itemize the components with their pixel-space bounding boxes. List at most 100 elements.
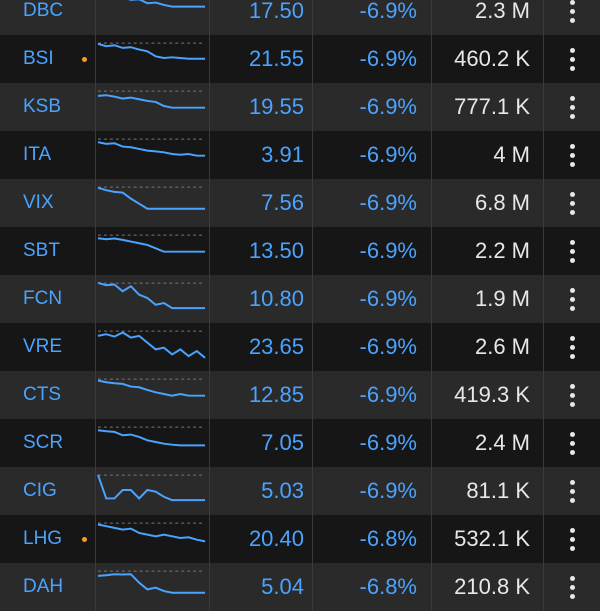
stock-symbol[interactable]: SBT bbox=[0, 227, 96, 275]
row-menu-button[interactable] bbox=[544, 419, 600, 467]
change-percent: -6.9% bbox=[313, 323, 432, 371]
row-menu-button[interactable] bbox=[544, 131, 600, 179]
volume-value: 1.9 M bbox=[432, 275, 544, 323]
sparkline-chart bbox=[96, 275, 210, 323]
change-percent: -6.9% bbox=[313, 131, 432, 179]
stock-symbol[interactable]: CTS bbox=[0, 371, 96, 419]
stock-row[interactable]: CIG 5.03 -6.9% 81.1 K bbox=[0, 467, 600, 515]
row-menu-button[interactable] bbox=[544, 275, 600, 323]
stock-symbol-text: LHG bbox=[23, 528, 63, 549]
stock-symbol-text: DBC bbox=[23, 0, 64, 21]
stock-row[interactable]: DAH 5.04 -6.8% 210.8 K bbox=[0, 563, 600, 611]
stock-symbol[interactable]: DAH bbox=[0, 563, 96, 611]
stock-row[interactable]: KSB 19.55 -6.9% 777.1 K bbox=[0, 83, 600, 131]
stock-row[interactable]: SCR 7.05 -6.9% 2.4 M bbox=[0, 419, 600, 467]
row-menu-button[interactable] bbox=[544, 35, 600, 83]
change-percent: -6.8% bbox=[313, 515, 432, 563]
sparkline-chart bbox=[96, 563, 210, 611]
stock-symbol[interactable]: VIX bbox=[0, 179, 96, 227]
price-value: 20.40 bbox=[210, 515, 313, 563]
stock-row[interactable]: SBT 13.50 -6.9% 2.2 M bbox=[0, 227, 600, 275]
sparkline-chart bbox=[96, 179, 210, 227]
price-value: 5.04 bbox=[210, 563, 313, 611]
sparkline-svg bbox=[97, 234, 206, 253]
stock-row[interactable]: ITA 3.91 -6.9% 4 M bbox=[0, 131, 600, 179]
row-menu-button[interactable] bbox=[544, 179, 600, 227]
change-percent: -6.9% bbox=[313, 275, 432, 323]
change-percent: -6.9% bbox=[313, 179, 432, 227]
volume-value: 210.8 K bbox=[432, 563, 544, 611]
row-menu-button[interactable] bbox=[544, 227, 600, 275]
change-percent: -6.9% bbox=[313, 371, 432, 419]
stock-symbol-text: VIX bbox=[23, 192, 54, 213]
row-menu-button[interactable] bbox=[544, 563, 600, 611]
stock-row[interactable]: FCN 10.80 -6.9% 1.9 M bbox=[0, 275, 600, 323]
stock-symbol-text: FCN bbox=[23, 288, 63, 309]
sparkline-chart bbox=[96, 131, 210, 179]
stock-row[interactable]: VRE 23.65 -6.9% 2.6 M bbox=[0, 323, 600, 371]
sparkline-svg bbox=[127, 0, 206, 8]
sparkline-series bbox=[97, 94, 206, 109]
stock-row[interactable]: LHG 20.40 -6.8% 532.1 K bbox=[0, 515, 600, 563]
volume-value: 2.4 M bbox=[432, 419, 544, 467]
sparkline-series bbox=[97, 573, 206, 594]
row-menu-button[interactable] bbox=[544, 83, 600, 131]
price-value: 13.50 bbox=[210, 227, 313, 275]
stock-symbol[interactable]: BSI bbox=[0, 35, 96, 83]
stock-symbol-text: DAH bbox=[23, 576, 64, 597]
stock-symbol[interactable]: CIG bbox=[0, 467, 96, 515]
sparkline-svg bbox=[97, 426, 206, 447]
row-menu-button[interactable] bbox=[544, 0, 600, 35]
price-value: 23.65 bbox=[210, 323, 313, 371]
row-menu-button[interactable] bbox=[544, 371, 600, 419]
more-vertical-icon bbox=[569, 479, 575, 503]
row-menu-button[interactable] bbox=[544, 515, 600, 563]
sparkline-svg bbox=[97, 186, 206, 210]
more-vertical-icon bbox=[569, 239, 575, 263]
more-vertical-icon bbox=[569, 0, 575, 23]
volume-value: 2.6 M bbox=[432, 323, 544, 371]
sparkline-chart bbox=[96, 515, 210, 563]
price-value: 17.50 bbox=[210, 0, 313, 35]
stock-symbol[interactable]: FCN bbox=[0, 275, 96, 323]
change-percent: -6.9% bbox=[313, 467, 432, 515]
stock-symbol[interactable]: VRE bbox=[0, 323, 96, 371]
sparkline-svg bbox=[97, 522, 206, 543]
sparkline-series bbox=[97, 186, 206, 210]
sparkline-svg bbox=[97, 570, 206, 594]
stock-symbol-text: CTS bbox=[23, 384, 61, 405]
stock-symbol[interactable]: KSB bbox=[0, 83, 96, 131]
stock-row[interactable]: BSI 21.55 -6.9% 460.2 K bbox=[0, 35, 600, 83]
price-value: 5.03 bbox=[210, 467, 313, 515]
volume-value: 2.2 M bbox=[432, 227, 544, 275]
price-value: 12.85 bbox=[210, 371, 313, 419]
row-menu-button[interactable] bbox=[544, 467, 600, 515]
sparkline-chart bbox=[96, 227, 210, 275]
price-value: 19.55 bbox=[210, 83, 313, 131]
price-value: 3.91 bbox=[210, 131, 313, 179]
stock-symbol[interactable]: LHG bbox=[0, 515, 96, 563]
more-vertical-icon bbox=[569, 431, 575, 455]
more-vertical-icon bbox=[569, 527, 575, 551]
stock-row[interactable]: VIX 7.56 -6.9% 6.8 M bbox=[0, 179, 600, 227]
sparkline-series bbox=[97, 42, 206, 60]
change-percent: -6.9% bbox=[313, 0, 432, 35]
more-vertical-icon bbox=[569, 287, 575, 311]
sparkline-series bbox=[97, 141, 206, 157]
stock-symbol[interactable]: SCR bbox=[0, 419, 96, 467]
stock-symbol-text: ITA bbox=[23, 144, 52, 165]
more-vertical-icon bbox=[569, 383, 575, 407]
stock-row[interactable]: DBC 17.50 -6.9% 2.3 M bbox=[0, 0, 600, 35]
stock-row[interactable]: CTS 12.85 -6.9% 419.3 K bbox=[0, 371, 600, 419]
sparkline-svg bbox=[97, 138, 206, 157]
stock-symbol[interactable]: ITA bbox=[0, 131, 96, 179]
sparkline-series bbox=[97, 523, 206, 543]
volume-value: 81.1 K bbox=[432, 467, 544, 515]
stock-symbol-text: BSI bbox=[23, 48, 54, 69]
sparkline-series bbox=[97, 379, 206, 397]
stock-symbol[interactable]: DBC bbox=[0, 0, 96, 35]
more-vertical-icon bbox=[569, 143, 575, 167]
row-menu-button[interactable] bbox=[544, 323, 600, 371]
price-value: 10.80 bbox=[210, 275, 313, 323]
stock-symbol-text: VRE bbox=[23, 336, 63, 357]
